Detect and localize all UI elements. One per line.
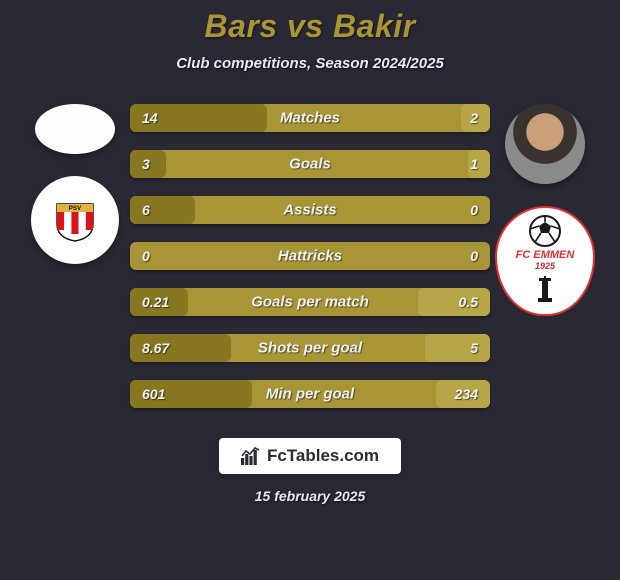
stat-label: Goals <box>130 156 490 173</box>
right-club-badge: FC EMMEN 1925 <box>495 206 595 316</box>
stat-label: Shots per goal <box>130 340 490 357</box>
psv-shield-wrap: PSV <box>44 189 106 251</box>
brand-text: FcTables.com <box>267 446 379 466</box>
left-player-avatar <box>35 104 115 154</box>
brand-box[interactable]: FcTables.com <box>219 438 401 474</box>
stat-row: 31Goals <box>130 150 490 178</box>
psv-shield-icon: PSV <box>53 198 97 242</box>
comparison-card: Bars vs Bakir Club competitions, Season … <box>0 0 620 580</box>
psv-text: PSV <box>69 205 82 212</box>
fctables-logo-icon <box>241 447 261 465</box>
right-club-name-text: FC EMMEN <box>516 249 575 261</box>
stat-row: 60Assists <box>130 196 490 224</box>
tower-icon <box>536 276 554 304</box>
left-column: PSV <box>20 104 130 264</box>
page-subtitle: Club competitions, Season 2024/2025 <box>176 55 444 72</box>
left-club-badge: PSV <box>31 176 119 264</box>
stat-label: Matches <box>130 110 490 127</box>
comparison-date: 15 february 2025 <box>255 488 366 504</box>
stat-row: 142Matches <box>130 104 490 132</box>
main-row: PSV 142Matches 31Goals 60Assists 00Hattrick… <box>0 104 620 408</box>
stats-bars: 142Matches 31Goals 60Assists 00Hattricks 0.2… <box>130 104 490 408</box>
stat-row: 601234Min per goal <box>130 380 490 408</box>
right-club-name: FC EMMEN 1925 <box>497 250 593 272</box>
page-title: Bars vs Bakir <box>204 8 415 45</box>
stat-row: 0.210.5Goals per match <box>130 288 490 316</box>
stat-row: 8.675Shots per goal <box>130 334 490 362</box>
right-club-year: 1925 <box>535 261 555 271</box>
stat-label: Goals per match <box>130 294 490 311</box>
stat-row: 00Hattricks <box>130 242 490 270</box>
right-column: FC EMMEN 1925 <box>490 104 600 316</box>
stat-label: Assists <box>130 202 490 219</box>
soccer-ball-icon <box>521 214 569 248</box>
stat-label: Hattricks <box>130 248 490 265</box>
right-player-avatar <box>505 104 585 184</box>
stat-label: Min per goal <box>130 386 490 403</box>
